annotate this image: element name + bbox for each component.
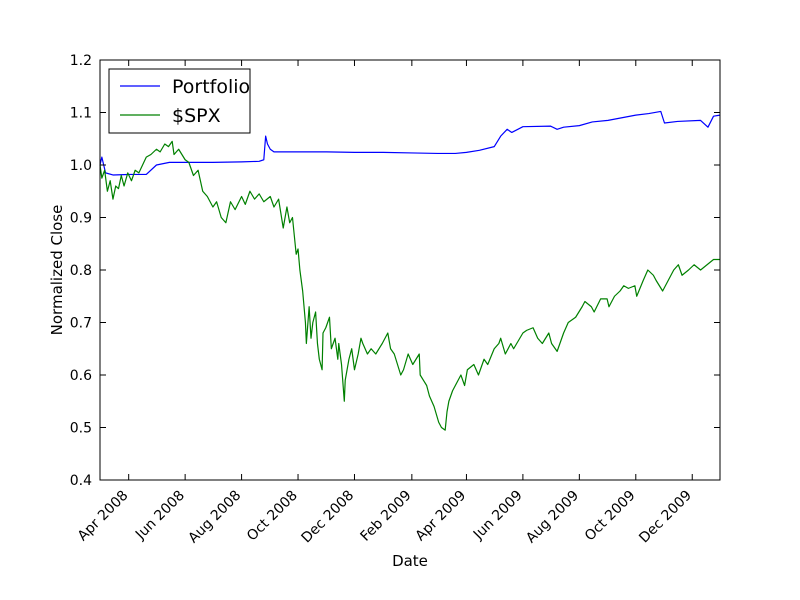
y-tick-label: 1.2 xyxy=(70,53,92,69)
y-tick-label: 0.8 xyxy=(70,263,92,279)
legend-label-portfolio: Portfolio xyxy=(172,76,250,98)
legend-frame xyxy=(108,68,251,134)
series-line-portfolio xyxy=(99,110,721,176)
series-line-spx xyxy=(99,140,720,431)
y-tick-label: 1.0 xyxy=(70,158,92,174)
y-tick-label: 0.5 xyxy=(70,421,92,437)
series-layer xyxy=(99,110,721,431)
y-tick-label: 0.4 xyxy=(70,473,92,489)
y-axis-title: Normalized Close xyxy=(48,205,66,336)
y-tick-label: 0.6 xyxy=(70,368,92,384)
legend-label-spx: $SPX xyxy=(172,105,221,127)
y-tick-label: 0.9 xyxy=(70,211,92,227)
y-tick-label: 1.1 xyxy=(70,106,92,122)
x-axis-title: Date xyxy=(392,552,428,570)
legend: Portfolio $SPX xyxy=(108,68,251,134)
y-tick-label: 0.7 xyxy=(70,316,92,332)
